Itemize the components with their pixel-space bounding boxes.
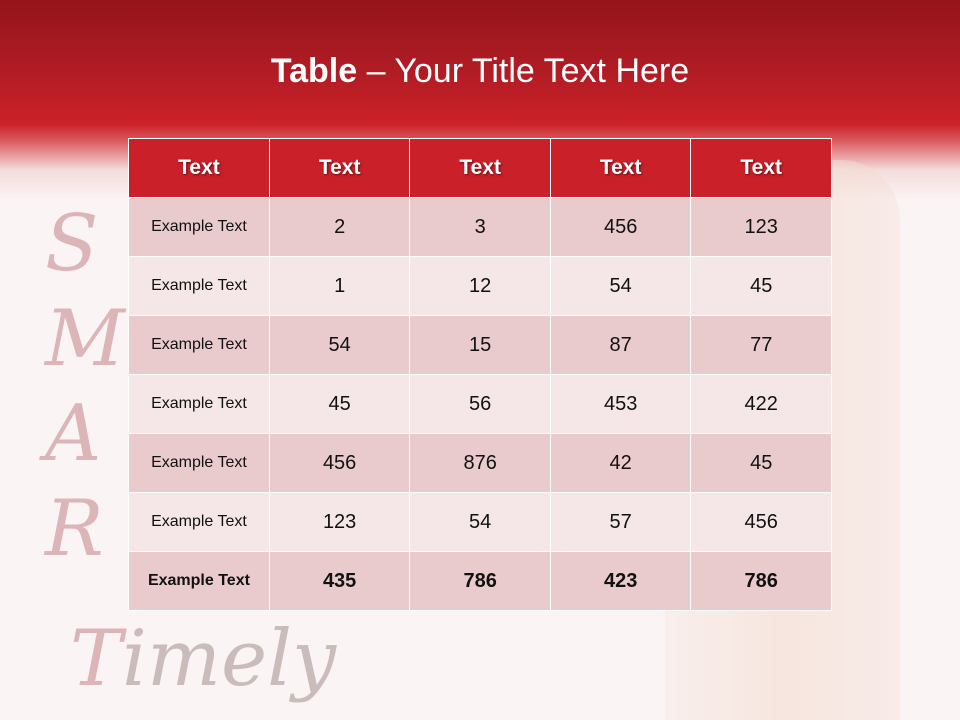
table-row: Example Text 123 54 57 456 (128, 492, 832, 552)
background-word: imely (122, 614, 337, 704)
value-cell: 15 (409, 315, 551, 375)
value-cell: 54 (268, 315, 411, 375)
value-cell: 45 (690, 433, 832, 493)
row-label-cell: Example Text (128, 551, 270, 611)
table-row: Example Text 456 876 42 45 (128, 433, 832, 493)
header-cell: Text (409, 138, 551, 198)
row-label-cell: Example Text (128, 315, 270, 375)
value-cell: 54 (409, 492, 551, 552)
value-cell: 45 (690, 256, 832, 316)
row-label-cell: Example Text (128, 256, 270, 316)
value-cell: 87 (549, 315, 692, 375)
value-cell: 786 (409, 551, 551, 611)
row-label-cell: Example Text (128, 433, 270, 493)
header-cell: Text (690, 138, 832, 198)
value-cell: 57 (549, 492, 692, 552)
value-cell: 45 (268, 374, 411, 434)
table-row: Example Text 45 56 453 422 (128, 374, 832, 434)
background-letter: S (45, 199, 99, 289)
title-bold: Table (270, 52, 358, 90)
header-cell: Text (268, 138, 411, 198)
header-cell: Text (128, 138, 270, 198)
table-row: Example Text 2 3 456 123 (128, 197, 832, 257)
background-letter: A (45, 389, 102, 479)
value-cell: 1 (268, 256, 411, 316)
slide-title: Table – Your Title Text Here (0, 52, 960, 91)
row-label-cell: Example Text (128, 374, 270, 434)
background-letter: M (45, 294, 125, 384)
background-letter: T (70, 614, 123, 704)
value-cell: 2 (268, 197, 411, 257)
value-cell: 435 (268, 551, 411, 611)
table-row: Example Text 54 15 87 77 (128, 315, 832, 375)
background-letter: R (45, 484, 104, 574)
value-cell: 423 (549, 551, 692, 611)
value-cell: 786 (690, 551, 832, 611)
value-cell: 456 (690, 492, 832, 552)
header-cell: Text (549, 138, 692, 198)
value-cell: 56 (409, 374, 551, 434)
table-row: Example Text 1 12 54 45 (128, 256, 832, 316)
value-cell: 54 (549, 256, 692, 316)
table-row: Example Text 435 786 423 786 (128, 551, 832, 611)
value-cell: 123 (690, 197, 832, 257)
value-cell: 3 (409, 197, 551, 257)
title-rest: – Your Title Text Here (357, 52, 690, 90)
header-row: Text Text Text Text Text (128, 138, 832, 198)
value-cell: 456 (268, 433, 411, 493)
value-cell: 42 (549, 433, 692, 493)
value-cell: 422 (690, 374, 832, 434)
row-label-cell: Example Text (128, 197, 270, 257)
row-label-cell: Example Text (128, 492, 270, 552)
value-cell: 456 (549, 197, 692, 257)
data-table: Text Text Text Text Text Example Text 2 3 4… (128, 138, 832, 611)
value-cell: 12 (409, 256, 551, 316)
value-cell: 77 (690, 315, 832, 375)
value-cell: 123 (268, 492, 411, 552)
value-cell: 453 (549, 374, 692, 434)
value-cell: 876 (409, 433, 551, 493)
